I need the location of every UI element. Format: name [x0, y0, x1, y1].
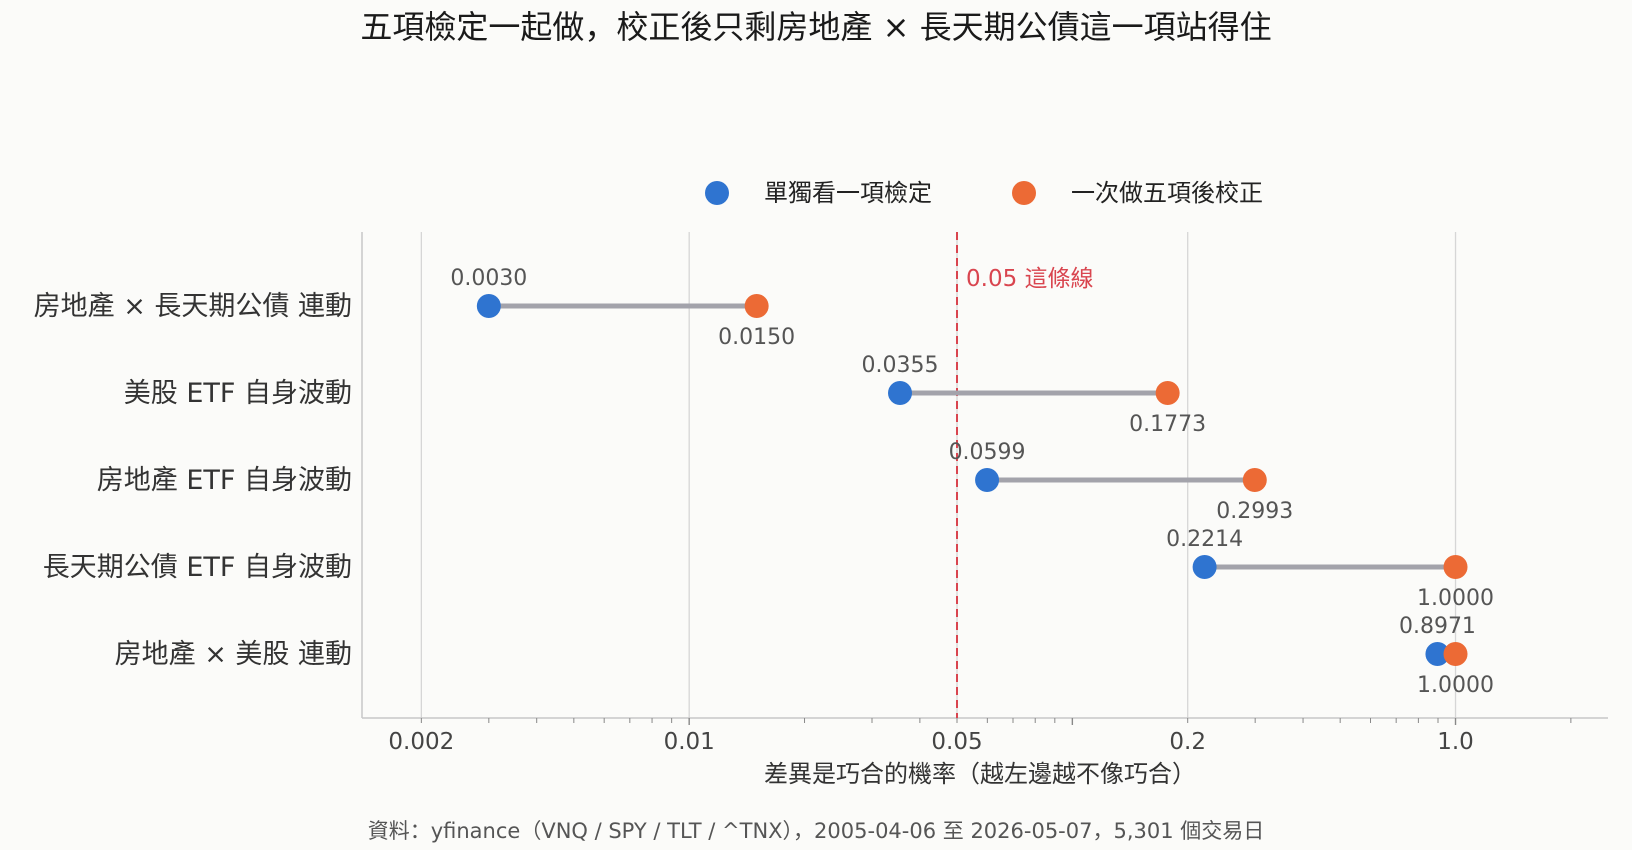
y-category-label-2: 房地產 ETF 自身波動 [97, 465, 352, 496]
point-single-test-1 [888, 381, 913, 405]
legend-label-corrected: 一次做五項後校正 [1071, 179, 1263, 207]
y-category-label-0: 房地產 × 長天期公債 連動 [34, 291, 352, 322]
value-label-corrected-0: 0.0150 [718, 325, 795, 350]
value-label-single-test-4: 0.8971 [1399, 614, 1476, 639]
source-note: 資料：yfinance（VNQ / SPY / TLT / ^TNX），2005… [368, 819, 1265, 843]
point-single-test-2 [975, 468, 1000, 492]
legend-marker-single-test [705, 181, 729, 205]
x-tick-label-0: 0.002 [388, 729, 454, 755]
point-single-test-4 [1425, 642, 1450, 666]
x-tick-label-4: 1.0 [1437, 729, 1474, 755]
point-corrected-4 [1443, 642, 1468, 666]
y-category-label-1: 美股 ETF 自身波動 [124, 378, 352, 409]
value-label-single-test-1: 0.0355 [862, 353, 939, 378]
x-tick-label-2: 0.05 [931, 729, 982, 755]
value-label-corrected-2: 0.2993 [1216, 499, 1293, 524]
point-corrected-2 [1242, 468, 1267, 492]
value-label-corrected-3: 1.0000 [1417, 586, 1494, 611]
chart-title: 五項檢定一起做，校正後只剩房地產 × 長天期公債這一項站得住 [360, 8, 1271, 46]
value-label-single-test-0: 0.0030 [450, 266, 527, 291]
point-single-test-3 [1192, 555, 1217, 579]
legend-marker-corrected [1012, 181, 1036, 205]
x-tick-label-1: 0.01 [664, 729, 715, 755]
point-corrected-1 [1155, 381, 1180, 405]
legend: 單獨看一項檢定 一次做五項後校正 [705, 179, 1263, 207]
x-axis-label: 差異是巧合的機率（越左邊越不像巧合） [764, 760, 1196, 788]
point-single-test-0 [476, 294, 501, 318]
value-label-corrected-4: 1.0000 [1417, 673, 1494, 698]
point-corrected-3 [1443, 555, 1468, 579]
y-category-label-3: 長天期公債 ETF 自身波動 [43, 552, 352, 583]
threshold-label: 0.05 這條線 [966, 266, 1094, 292]
y-category-label-4: 房地產 × 美股 連動 [115, 639, 352, 670]
point-corrected-0 [744, 294, 769, 318]
legend-label-single-test: 單獨看一項檢定 [764, 179, 932, 207]
value-label-single-test-3: 0.2214 [1166, 527, 1243, 552]
value-label-corrected-1: 0.1773 [1129, 412, 1206, 437]
value-label-single-test-2: 0.0599 [949, 440, 1026, 465]
x-tick-label-3: 0.2 [1169, 729, 1206, 755]
